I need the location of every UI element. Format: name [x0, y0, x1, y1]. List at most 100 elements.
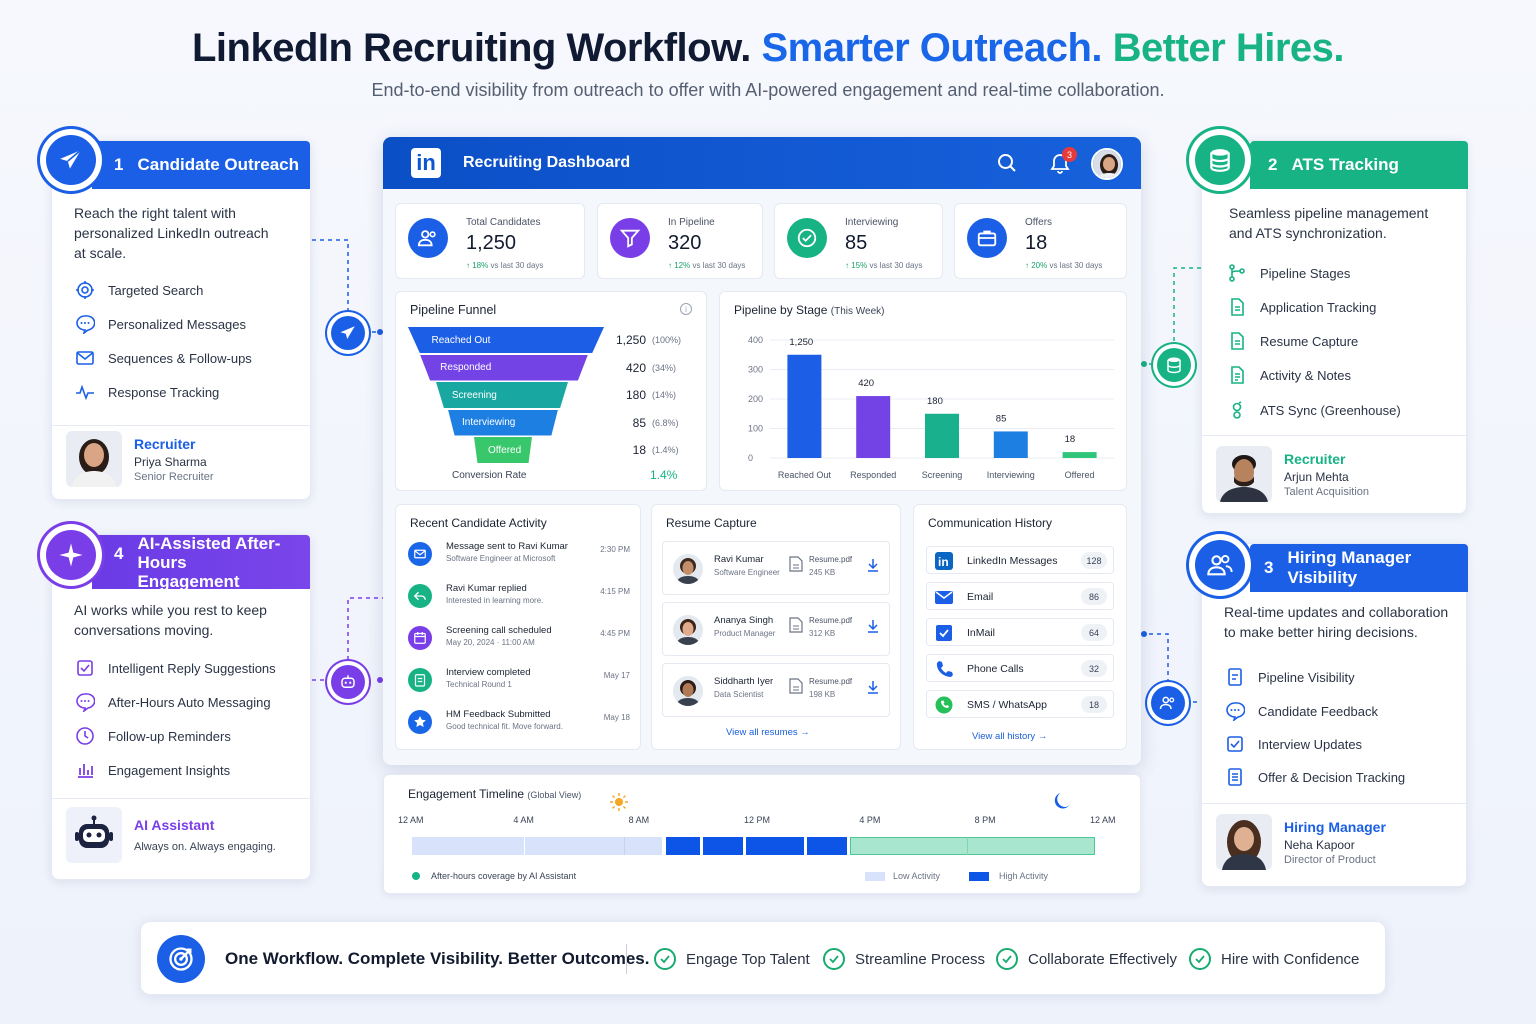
timeline-tick-label: 12 AM [398, 815, 424, 825]
comm-label: SMS / WhatsApp [967, 699, 1047, 711]
kpi-card-interviewing[interactable]: Interviewing 85 ↑ 15% vs last 30 days [774, 203, 943, 279]
divider [1202, 803, 1468, 804]
feature-personalized-messages[interactable]: Personalized Messages [74, 313, 246, 335]
timeline-tick-label: 8 AM [628, 815, 650, 825]
check-icon [654, 948, 676, 970]
funnel-stage-pct: (100%) [652, 335, 682, 345]
ai-assistant-profile[interactable]: AI Assistant Always on. Always engaging. [66, 807, 276, 863]
info-icon[interactable]: i [680, 303, 692, 315]
feature-label: Response Tracking [108, 384, 220, 400]
ats-connector-node [1153, 344, 1195, 386]
funnel-stage[interactable]: Offered [474, 437, 532, 463]
activity-title: Interview completed [446, 667, 531, 678]
footer-banner: One Workflow. Complete Visibility. Bette… [140, 921, 1386, 995]
person-name: Arjun Mehta [1284, 469, 1349, 484]
database-icon [1157, 348, 1191, 382]
user-avatar[interactable] [1091, 148, 1123, 180]
activity-item[interactable]: HM Feedback Submitted Good technical fit.… [408, 707, 630, 743]
funnel-stage[interactable]: Screening [436, 382, 568, 408]
bell-icon[interactable]: 3 [1049, 147, 1077, 179]
kpi-value: 320 [668, 232, 702, 254]
ats-description: Seamless pipeline management and ATS syn… [1229, 205, 1429, 241]
funnel-stage[interactable]: Responded [420, 354, 588, 381]
check-icon [996, 948, 1018, 970]
comm-channel[interactable]: in LinkedIn Messages 128 [926, 546, 1114, 574]
bar[interactable] [856, 396, 891, 458]
feature-activity-notes[interactable]: Activity & Notes [1226, 364, 1351, 386]
bar[interactable] [993, 431, 1028, 458]
view-all-history-link[interactable]: View all history → [972, 731, 1048, 742]
timeline-tick-label: 12 AM [1090, 815, 1116, 825]
x-tick-label: Responded [850, 470, 896, 480]
x-tick-label: Screening [922, 470, 963, 480]
feature-offer-tracking[interactable]: Offer & Decision Tracking [1224, 766, 1405, 788]
comm-channel[interactable]: SMS / WhatsApp 18 [926, 690, 1114, 718]
robot-icon [331, 665, 365, 699]
feature-application-tracking[interactable]: Application Tracking [1226, 296, 1376, 318]
title-part-2: Smarter Outreach. [761, 26, 1102, 70]
ats-card: 2 ATS Tracking Seamless pipeline managem… [1201, 140, 1468, 514]
activity-item[interactable]: Screening call scheduled May 20, 2024 · 1… [408, 623, 630, 659]
timeline-tick-label: 8 PM [974, 815, 996, 825]
funnel-stage-pct: (1.4%) [652, 445, 679, 455]
kpi-card-total[interactable]: Total Candidates 1,250 ↑ 18% vs last 30 … [395, 203, 585, 279]
feature-pipeline-stages[interactable]: Pipeline Stages [1226, 262, 1350, 284]
feature-candidate-feedback[interactable]: Candidate Feedback [1224, 700, 1378, 722]
comm-channel[interactable]: Email 86 [926, 582, 1114, 610]
linkedin-logo[interactable]: in [411, 148, 441, 178]
candidate-name: Ananya Singh [714, 615, 774, 626]
bar-value-label: 18 [1065, 434, 1076, 445]
download-icon[interactable] [867, 680, 879, 699]
activity-item[interactable]: Ravi Kumar replied Interested in learning… [408, 581, 630, 617]
divider [52, 798, 312, 799]
comm-count: 32 [1081, 660, 1107, 677]
ats-recruiter-profile[interactable]: Recruiter Arjun Mehta Talent Acquisition [1216, 446, 1369, 502]
hiring-manager-profile[interactable]: Hiring Manager Neha Kapoor Director of P… [1216, 814, 1386, 870]
reply-icon [408, 584, 432, 608]
chat-icon [1224, 700, 1246, 722]
activity-item[interactable]: Message sent to Ravi Kumar Software Engin… [408, 539, 630, 575]
clock-icon [74, 725, 96, 747]
feature-interview-updates[interactable]: Interview Updates [1224, 733, 1362, 755]
feature-pipeline-visibility[interactable]: Pipeline Visibility [1224, 666, 1355, 688]
view-all-resumes-link[interactable]: View all resumes → [726, 727, 810, 738]
feature-label: Intelligent Reply Suggestions [108, 660, 276, 676]
feature-ats-sync[interactable]: ATS Sync (Greenhouse) [1226, 399, 1401, 421]
feature-targeted-search[interactable]: Targeted Search [74, 279, 203, 301]
funnel-stage[interactable]: Interviewing [448, 409, 558, 436]
x-tick-label: Interviewing [987, 470, 1035, 480]
checklist-icon [1224, 666, 1246, 688]
bar[interactable] [925, 413, 959, 458]
bar[interactable] [787, 354, 822, 458]
download-icon[interactable] [867, 619, 879, 638]
outreach-number: 1 [114, 155, 124, 174]
comm-channel[interactable]: InMail 64 [926, 618, 1114, 646]
feature-sequences[interactable]: Sequences & Follow-ups [74, 347, 252, 369]
x-tick-label: Reached Out [778, 470, 832, 480]
kpi-card-pipeline[interactable]: In Pipeline 320 ↑ 12% vs last 30 days [597, 203, 763, 279]
comm-channel[interactable]: Phone Calls 32 [926, 654, 1114, 682]
dashboard-title: Recruiting Dashboard [463, 154, 631, 171]
feature-resume-capture[interactable]: Resume Capture [1226, 330, 1358, 352]
resume-item[interactable]: Ravi Kumar Software Engineer Resume.pdf 245… [662, 541, 890, 595]
download-icon[interactable] [867, 558, 879, 577]
y-tick-label: 100 [748, 424, 763, 434]
search-icon[interactable] [997, 153, 1017, 178]
activity-time: 4:15 PM [600, 587, 630, 596]
feature-auto-messaging[interactable]: After-Hours Auto Messaging [74, 691, 271, 713]
funnel-stage-value: 1,250 [615, 333, 646, 347]
recruiter-profile[interactable]: Recruiter Priya Sharma Senior Recruiter [66, 431, 213, 487]
feature-engagement-insights[interactable]: Engagement Insights [74, 759, 230, 781]
resume-item[interactable]: Ananya Singh Product Manager Resume.pdf 312… [662, 602, 890, 656]
resume-item[interactable]: Siddharth Iyer Data Scientist Resume.pdf 19… [662, 663, 890, 717]
feature-response-tracking[interactable]: Response Tracking [74, 381, 219, 403]
title-part-3: Better Hires. [1112, 26, 1345, 70]
kpi-card-offers[interactable]: Offers 18 ↑ 20% vs last 30 days [954, 203, 1127, 279]
ai-title-line2: Engagement [137, 571, 240, 591]
activity-item[interactable]: Interview completed Technical Round 1 May … [408, 665, 630, 701]
bar[interactable] [1062, 452, 1097, 458]
person-name: Priya Sharma [134, 454, 207, 469]
feature-followup-reminders[interactable]: Follow-up Reminders [74, 725, 231, 747]
feature-reply-suggestions[interactable]: Intelligent Reply Suggestions [74, 657, 276, 679]
funnel-stage[interactable]: Reached Out [408, 327, 604, 353]
